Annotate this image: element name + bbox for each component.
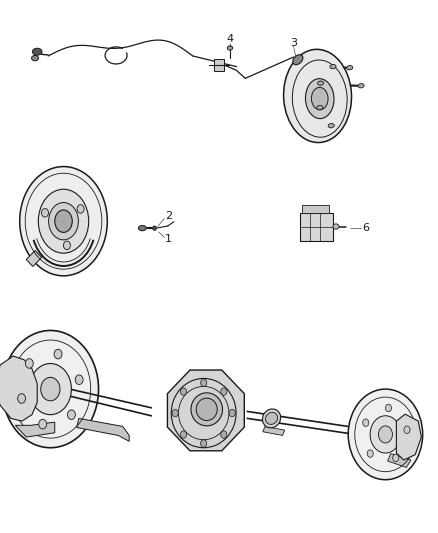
- Ellipse shape: [153, 226, 156, 230]
- Ellipse shape: [262, 409, 281, 428]
- Polygon shape: [263, 426, 285, 435]
- Polygon shape: [15, 422, 55, 437]
- Polygon shape: [302, 205, 328, 213]
- Ellipse shape: [32, 48, 42, 55]
- Circle shape: [75, 375, 83, 384]
- Polygon shape: [396, 414, 421, 460]
- Ellipse shape: [328, 124, 334, 128]
- Polygon shape: [214, 59, 224, 71]
- Text: 4: 4: [226, 35, 233, 44]
- Circle shape: [201, 379, 207, 386]
- Text: 3: 3: [290, 38, 297, 47]
- Text: 1: 1: [165, 235, 172, 244]
- Text: 6: 6: [362, 223, 369, 232]
- Polygon shape: [77, 418, 129, 441]
- Polygon shape: [26, 251, 42, 266]
- Circle shape: [172, 409, 178, 417]
- Circle shape: [67, 410, 75, 419]
- Circle shape: [180, 431, 187, 438]
- Text: 2: 2: [165, 212, 172, 221]
- Ellipse shape: [330, 64, 336, 69]
- Ellipse shape: [305, 79, 334, 118]
- Circle shape: [18, 394, 25, 403]
- Polygon shape: [0, 356, 37, 421]
- Ellipse shape: [311, 87, 328, 110]
- Ellipse shape: [227, 46, 233, 50]
- Ellipse shape: [38, 189, 88, 253]
- Ellipse shape: [318, 81, 324, 85]
- Circle shape: [201, 440, 207, 447]
- Circle shape: [54, 349, 62, 359]
- Polygon shape: [388, 454, 411, 467]
- Ellipse shape: [32, 55, 39, 61]
- Circle shape: [363, 419, 369, 426]
- Circle shape: [41, 377, 60, 401]
- Ellipse shape: [293, 55, 303, 64]
- Circle shape: [221, 431, 227, 438]
- Circle shape: [367, 450, 373, 457]
- Circle shape: [180, 388, 187, 395]
- Polygon shape: [300, 213, 333, 241]
- Ellipse shape: [196, 398, 217, 421]
- Circle shape: [378, 426, 392, 443]
- Ellipse shape: [317, 106, 323, 110]
- Circle shape: [370, 416, 401, 453]
- Ellipse shape: [49, 203, 78, 240]
- Ellipse shape: [20, 166, 107, 276]
- Circle shape: [404, 426, 410, 433]
- Circle shape: [221, 388, 227, 395]
- Ellipse shape: [333, 224, 339, 229]
- Circle shape: [385, 404, 392, 411]
- Ellipse shape: [358, 84, 364, 88]
- Ellipse shape: [77, 205, 84, 213]
- Ellipse shape: [138, 225, 146, 231]
- Circle shape: [348, 389, 423, 480]
- Polygon shape: [167, 370, 244, 451]
- Circle shape: [229, 409, 235, 417]
- Circle shape: [25, 359, 33, 368]
- Circle shape: [29, 364, 71, 415]
- Ellipse shape: [42, 208, 49, 217]
- Circle shape: [2, 330, 99, 448]
- Ellipse shape: [283, 50, 352, 142]
- Circle shape: [392, 454, 399, 462]
- Ellipse shape: [346, 66, 353, 70]
- Ellipse shape: [55, 210, 72, 232]
- Ellipse shape: [265, 413, 278, 424]
- Circle shape: [39, 419, 46, 429]
- Ellipse shape: [64, 241, 71, 249]
- Ellipse shape: [191, 393, 223, 426]
